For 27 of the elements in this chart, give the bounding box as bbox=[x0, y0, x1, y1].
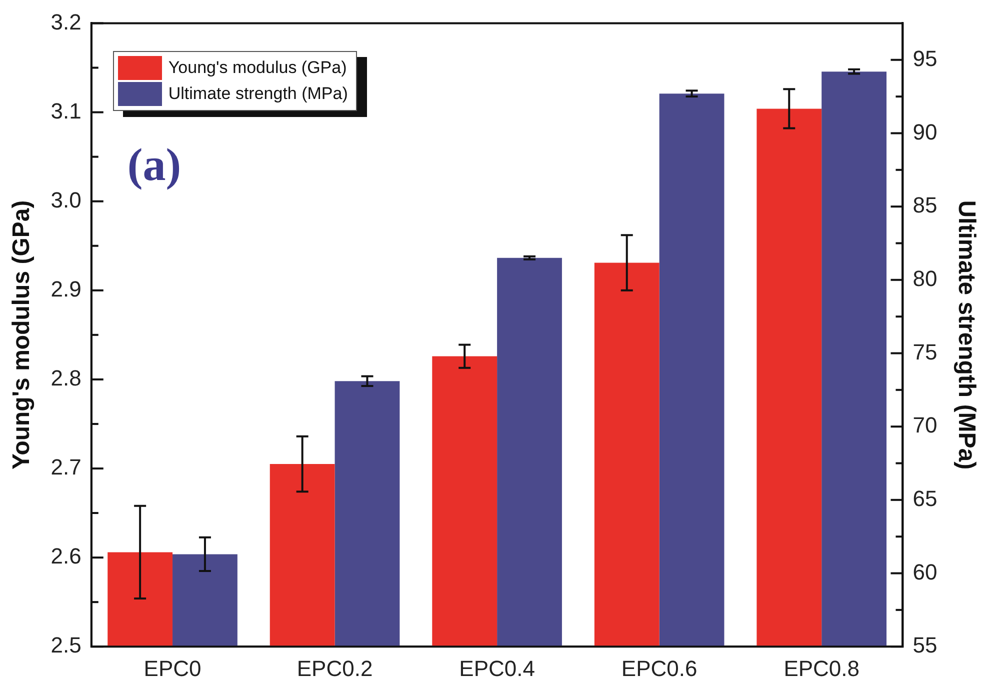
y-tick-label: 2.5 bbox=[50, 632, 82, 658]
x-tick-label: EPC0.2 bbox=[296, 656, 373, 681]
y-tick-label: 2.9 bbox=[50, 276, 82, 302]
y2-tick-label: 75 bbox=[912, 339, 938, 364]
y-axis-title: Young's modulus (GPa) bbox=[8, 200, 36, 470]
x-tick-label: EPC0.8 bbox=[784, 656, 860, 681]
y-tick-label: 3.1 bbox=[50, 98, 82, 124]
y2-tick-label: 60 bbox=[912, 559, 938, 584]
y2-tick-label: 85 bbox=[912, 192, 938, 218]
y-tick-label: 2.6 bbox=[50, 544, 82, 569]
x-tick-label: EPC0.6 bbox=[621, 656, 698, 681]
y-tick-label: 2.8 bbox=[50, 365, 82, 390]
y2-tick-label: 55 bbox=[912, 632, 938, 658]
y-tick-label: 3.2 bbox=[50, 9, 82, 34]
x-tick-label: EPC0 bbox=[144, 656, 202, 681]
x-tick-label: EPC0.4 bbox=[459, 656, 535, 681]
y2-tick-label: 80 bbox=[912, 266, 938, 291]
annotation: (a) bbox=[127, 139, 182, 190]
y2-tick-label: 65 bbox=[912, 486, 938, 511]
y2-tick-label: 70 bbox=[912, 412, 938, 438]
y2-axis-title: Ultimate strength (MPa) bbox=[952, 200, 980, 470]
legend-label: Young's modulus (GPa) bbox=[168, 58, 347, 78]
y-tick-label: 3.0 bbox=[50, 187, 82, 212]
y2-tick-label: 90 bbox=[912, 119, 938, 144]
legend-label: Ultimate strength (MPa) bbox=[168, 84, 348, 104]
y2-tick-label: 95 bbox=[912, 46, 938, 71]
y-tick-label: 2.7 bbox=[50, 454, 82, 480]
